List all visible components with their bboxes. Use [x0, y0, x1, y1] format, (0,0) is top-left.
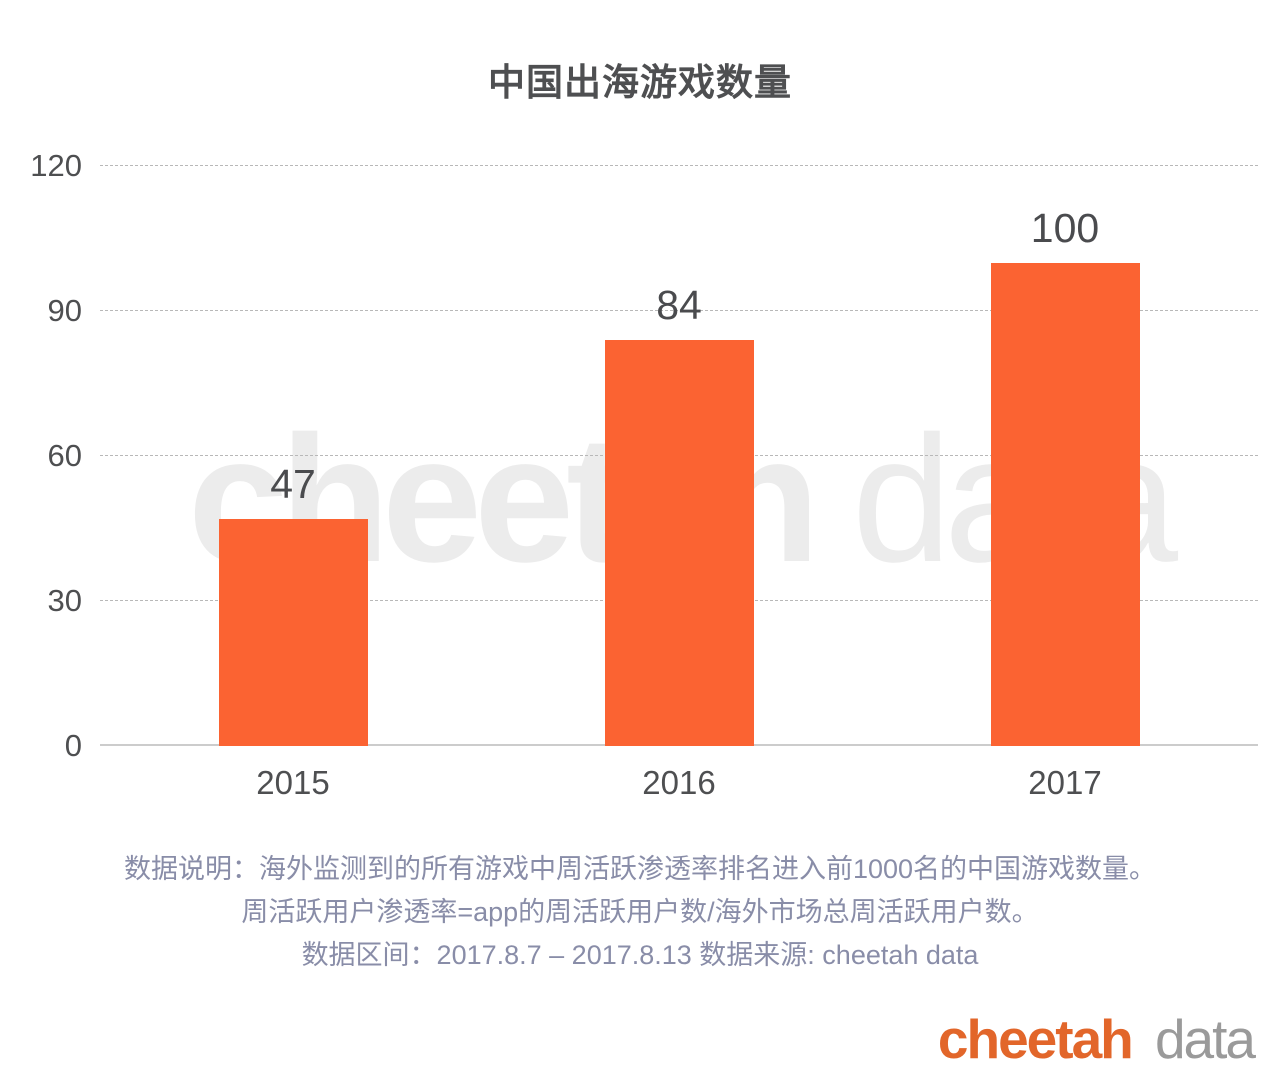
y-tick-label-90: 90 [47, 293, 82, 328]
footnote-metric-definition: 周活跃用户渗透率=app的周活跃用户数/海外市场总周活跃用户数。 [241, 897, 1039, 927]
bar-value-label-2016: 84 [656, 282, 702, 328]
y-tick-label-120: 120 [30, 148, 82, 183]
brand-logo: cheetah data [938, 1012, 1256, 1067]
y-tick-label-30: 30 [47, 583, 82, 618]
gridline-120 [100, 165, 1258, 166]
x-tick-label-2016: 2016 [642, 764, 716, 801]
x-tick-label-2017: 2017 [1028, 764, 1102, 801]
bar-value-label-2015: 47 [270, 460, 316, 507]
bar-value-label-2017: 100 [1030, 204, 1100, 251]
logo-cheetah-text: cheetah [937, 1008, 1134, 1070]
plot-area: 47 84 100 [100, 165, 1258, 746]
bar-2017 [990, 262, 1140, 746]
gridline-90 [100, 310, 1258, 311]
footnotes: 数据说明：海外监测到的所有游戏中周活跃渗透率排名进入前1000名的中国游戏数量。… [0, 848, 1280, 977]
x-tick-label-2015: 2015 [256, 764, 330, 801]
y-tick-label-0: 0 [64, 728, 82, 763]
y-tick-label-60: 60 [47, 438, 82, 473]
bar-2015 [218, 518, 368, 746]
logo-data-text: data [1154, 1008, 1256, 1070]
footnote-data-description: 数据说明：海外监测到的所有游戏中周活跃渗透率排名进入前1000名的中国游戏数量。 [123, 854, 1157, 884]
chart-title: 中国出海游戏数量 [488, 62, 792, 103]
footnote-data-range-source: 数据区间：2017.8.7 – 2017.8.13 数据来源: cheetah … [301, 940, 979, 970]
bar-2016 [604, 340, 754, 746]
